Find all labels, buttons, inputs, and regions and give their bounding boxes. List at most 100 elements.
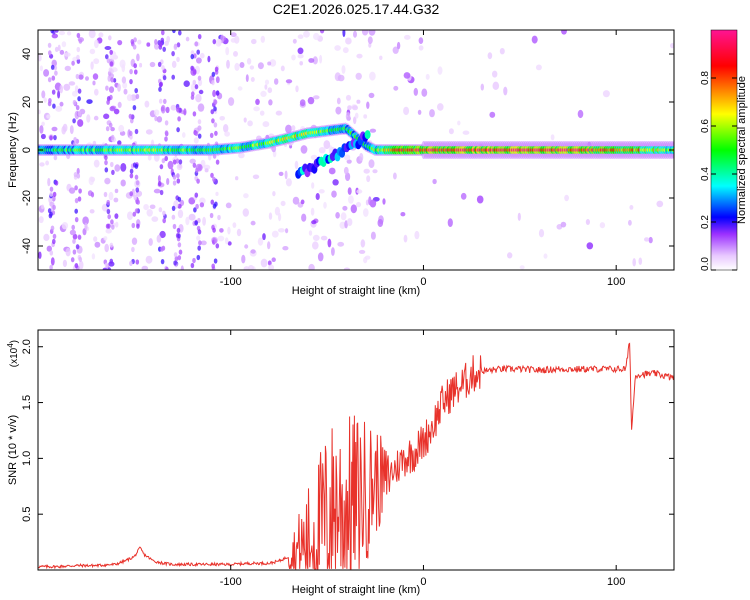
spectrogram-speckle [39,162,45,167]
spectrogram-streak [209,132,214,138]
spectrogram-speckle [153,109,160,116]
spectrogram-speckle [225,202,232,209]
spectrogram-streak [109,49,113,55]
spectrogram-speckle [294,160,299,170]
x-tick-label: 0 [420,576,426,588]
spectrogram-streak [158,98,163,104]
spectrogram-streak [176,127,180,133]
spectrogram-speckle [193,137,199,144]
spectrogram-streak [195,203,199,210]
spectrogram-speckle [204,168,209,173]
spectrogram-speckle [531,35,538,44]
spectrogram-speckle [370,231,376,240]
spectrogram-speckle [86,114,91,123]
spectrogram-speckle [61,41,67,48]
colorbar-label: Normalized spectral amplitude [736,76,748,224]
spectrogram-speckle [92,80,96,86]
spectrogram-speckle [93,115,99,121]
spectrogram-speckle [336,97,341,105]
spectrogram-streak [197,245,201,251]
chart-title: C2E1.2026.025.17.44.G32 [273,1,440,17]
spectrogram-speckle [69,125,74,135]
spectrogram-streak [192,162,197,168]
spectrogram-speckle [278,213,282,222]
spectrogram-speckle [126,94,133,102]
spectrogram-streak [132,44,137,50]
spectrogram-speckle [250,249,256,254]
spectrogram-speckle [432,178,437,185]
spectrogram-speckle [368,30,376,36]
spectrogram-speckle [308,58,315,63]
spectrogram-speckle [189,158,196,164]
spectrogram-speckle [487,52,493,60]
spectrogram-streak [109,258,114,264]
spectrogram-speckle [267,87,273,94]
spectrogram-streak [129,130,133,136]
spectrogram-speckle [507,252,513,259]
spectrogram-speckle [517,212,521,221]
spectrogram-speckle [323,140,331,150]
spectrogram-speckle [94,39,99,49]
spectrogram-y-ticks: -40 -20 0 20 40 [21,48,674,254]
spectrogram-streak [105,126,110,132]
spectrogram-streak [162,75,167,81]
spectrogram-streak [50,225,55,231]
spectrogram-speckle [185,36,190,42]
spectrogram-speckle [264,84,268,90]
spectrogram-speckle [315,193,320,200]
spectrogram-speckle [317,252,324,262]
spectrogram-streak [213,99,218,105]
spectrogram-streak [196,254,201,261]
spectrogram-speckle [215,191,219,196]
spectrogram-speckle [120,163,127,172]
spectrogram-speckle [230,32,237,38]
spectrogram-speckle [291,54,296,61]
spectrogram-speckle [269,59,277,67]
x-tick-label: 100 [607,276,625,288]
spectrogram-speckle [313,95,320,100]
spectrogram-speckle [629,205,634,210]
spectrogram-streak [134,88,138,94]
spectrogram-speckle [282,246,289,251]
spectrogram-speckle [78,260,84,270]
spectrogram-speckle [403,234,408,243]
spectrogram-streak [76,46,81,53]
spectrogram-speckle [303,30,310,38]
spectrogram-speckle [260,35,265,43]
spectrogram-streak [106,58,111,64]
spectrogram-speckle [503,86,508,96]
spectrogram-speckle [499,48,505,55]
spectrogram-streak [111,224,115,230]
spectrogram-streak [190,50,195,56]
spectrogram-speckle [457,120,461,126]
spectrogram-streak [105,85,109,91]
spectrogram-speckle [277,228,285,233]
spectrogram-streak [176,42,181,48]
spectrogram-speckle [38,251,42,259]
spectrogram-speckle [59,84,63,94]
spectrogram-streak [49,191,53,197]
spectrogram-speckle [72,90,78,97]
spectrogram-streak [174,256,179,262]
spectrogram-speckle [312,234,320,241]
spectrogram-streak [129,79,133,85]
spectrogram-streak [106,208,111,215]
spectrogram-speckle [242,208,249,217]
spectrogram-speckle [69,187,76,194]
colorbar-tick-label: 0.8 [700,71,711,85]
spectrogram-streak [49,250,54,256]
spectrogram-streak [164,130,169,136]
spectrogram-streak [190,54,195,60]
spectrogram-streak [129,191,133,197]
spectrogram-streak [134,69,138,75]
spectrogram-streak [197,119,202,125]
spectrogram-speckle [108,86,115,93]
spectrogram-speckle [108,191,114,201]
spectrogram-speckle [171,60,177,68]
spectrogram-speckle [237,86,243,91]
spectrogram-streak [178,249,183,255]
spectrogram-speckle [447,218,453,228]
spectrogram-streak [210,172,214,178]
spectrogram-speckle [45,160,49,166]
spectrogram-speckle [307,96,315,105]
